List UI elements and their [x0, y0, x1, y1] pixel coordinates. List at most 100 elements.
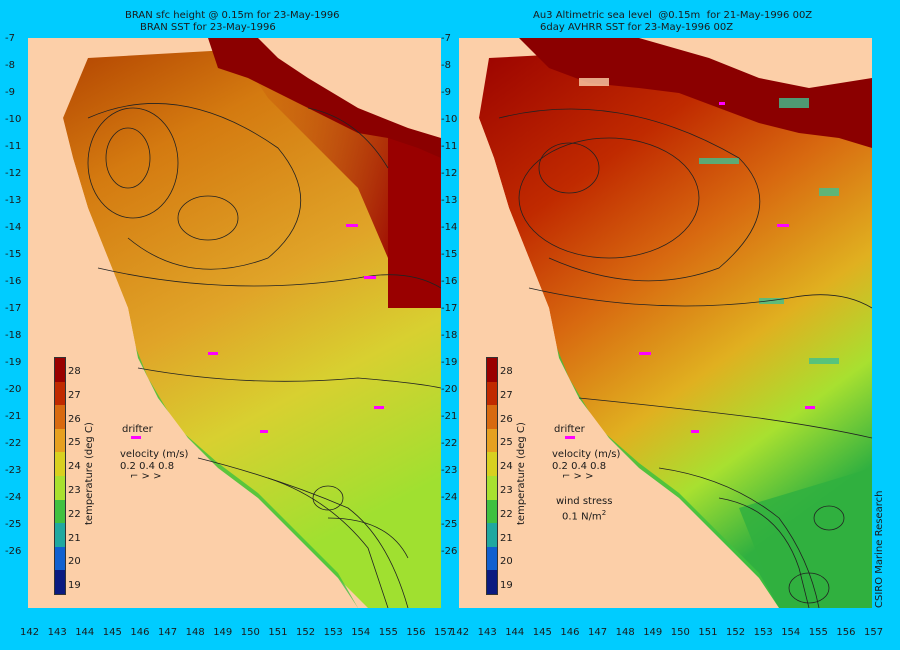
- colorbar-label: 28: [500, 366, 513, 377]
- left-australia-land: [28, 98, 358, 608]
- colorbar-swatch: [55, 523, 65, 547]
- left-sea-area: [63, 38, 441, 608]
- lat-tick-label: -20: [441, 384, 458, 395]
- lat-tick-label: -18: [5, 330, 22, 341]
- right-australia-land: [459, 98, 779, 608]
- colorbar-label: 20: [68, 556, 81, 568]
- colorbar-swatch: [487, 405, 497, 429]
- lon-tick-label: 156: [406, 627, 426, 638]
- lat-tick-label: -14: [5, 222, 22, 233]
- right-coastal-band: [544, 328, 779, 608]
- lat-tick-label: -24: [441, 492, 458, 503]
- right-velocity-label: velocity (m/s): [552, 449, 621, 460]
- lat-tick-label: -16: [441, 276, 458, 287]
- wind-value-text: 0.1 N/m: [562, 511, 602, 523]
- lon-tick-label: 154: [781, 627, 801, 638]
- lon-tick-label: 150: [670, 627, 690, 638]
- colorbar-swatch: [487, 452, 497, 476]
- lat-tick-label: -14: [441, 222, 458, 233]
- lon-tick-label: 147: [588, 627, 608, 638]
- colorbar-label: 27: [500, 389, 513, 401]
- colorbar-label: 25: [500, 437, 513, 449]
- left-drifter-label: drifter: [122, 424, 153, 435]
- colorbar-label: 28: [68, 366, 81, 377]
- lon-tick-label: 144: [75, 627, 95, 638]
- colorbar-swatch: [55, 405, 65, 429]
- lat-tick-label: -9: [441, 87, 451, 98]
- lat-tick-label: -7: [441, 33, 451, 44]
- lat-tick-label: -10: [441, 114, 458, 125]
- lat-tick-label: -17: [5, 303, 22, 314]
- colorbar-label: 23: [500, 485, 513, 496]
- lon-tick-label: 155: [378, 627, 398, 638]
- left-drifter-marker: [131, 436, 141, 439]
- colorbar-swatch: [55, 358, 65, 382]
- lat-tick-label: -21: [441, 411, 458, 422]
- lon-tick-label: 146: [560, 627, 580, 638]
- lon-tick-label: 149: [643, 627, 663, 638]
- left-velocity-values: 0.2 0.4 0.8: [120, 461, 175, 472]
- left-height-contours: [87, 103, 441, 608]
- lon-tick-label: 155: [808, 627, 828, 638]
- lon-tick-label: 151: [268, 627, 288, 638]
- lat-tick-label: -11: [441, 141, 458, 152]
- colorbar-swatch: [487, 523, 497, 547]
- left-colorbar: [54, 357, 66, 595]
- lat-tick-label: -26: [441, 546, 458, 557]
- colorbar-swatch: [487, 546, 497, 571]
- lat-tick-label: -8: [5, 60, 15, 71]
- colorbar-label: 23: [68, 485, 81, 496]
- right-png-interior: [639, 38, 872, 88]
- right-title-line1: Au3 Altimetric sea level @0.15m for 21-M…: [533, 10, 813, 21]
- lat-tick-label: -18: [441, 330, 458, 341]
- lat-tick-label: -23: [441, 465, 458, 476]
- left-drifters: [208, 224, 384, 433]
- right-colorbar-title: temperature (deg C): [516, 422, 527, 525]
- colorbar-label: 25: [68, 437, 81, 449]
- colorbar-swatch: [55, 499, 65, 524]
- lat-tick-label: -25: [5, 519, 22, 530]
- lon-tick-label: 142: [20, 627, 40, 638]
- lat-tick-label: -9: [5, 87, 15, 98]
- colorbar-label: 24: [500, 461, 513, 473]
- right-title-line2: 6day AVHRR SST for 23-May-1996 00Z: [540, 22, 734, 33]
- lon-tick-label: 145: [102, 627, 122, 638]
- lon-tick-label: 156: [836, 627, 856, 638]
- colorbar-swatch: [487, 358, 497, 382]
- left-velocity-arrows: ⌐ > >: [130, 471, 162, 482]
- lat-tick-label: -10: [5, 114, 22, 125]
- right-wind-label: wind stress: [556, 496, 613, 507]
- lat-tick-label: -8: [441, 60, 451, 71]
- lon-tick-label: 150: [240, 627, 260, 638]
- lon-tick-label: 148: [185, 627, 205, 638]
- left-title-line1: BRAN sfc height @ 0.15m for 23-May-1996: [125, 10, 340, 21]
- lat-tick-label: -13: [441, 195, 458, 206]
- colorbar-swatch: [487, 499, 497, 524]
- lat-tick-label: -16: [5, 276, 22, 287]
- lon-tick-label: 142: [450, 627, 470, 638]
- lon-tick-label: 145: [532, 627, 552, 638]
- lat-tick-label: -22: [441, 438, 458, 449]
- lon-tick-label: 143: [47, 627, 67, 638]
- colorbar-label: 26: [68, 413, 81, 425]
- lat-tick-label: -23: [5, 465, 22, 476]
- lon-tick-label: 147: [158, 627, 178, 638]
- colorbar-label: 21: [500, 532, 513, 544]
- right-drifter-label: drifter: [554, 424, 585, 435]
- left-sst-map: [28, 38, 441, 608]
- lat-tick-label: -26: [5, 546, 22, 557]
- colorbar-label: 20: [500, 556, 513, 568]
- colorbar-swatch: [487, 570, 497, 594]
- colorbar-swatch: [55, 452, 65, 476]
- lat-tick-label: -20: [5, 384, 22, 395]
- lon-tick-label: 157: [434, 627, 454, 638]
- right-map-panel: [459, 38, 872, 608]
- lon-tick-label: 144: [505, 627, 525, 638]
- colorbar-label: 19: [68, 580, 81, 592]
- right-colorbar: [486, 357, 498, 595]
- right-velocity-values: 0.2 0.4 0.8: [552, 461, 607, 472]
- colorbar-swatch: [487, 475, 497, 500]
- right-drifter-marker: [565, 436, 575, 439]
- wind-exponent: 2: [601, 509, 607, 517]
- lon-tick-label: 152: [726, 627, 746, 638]
